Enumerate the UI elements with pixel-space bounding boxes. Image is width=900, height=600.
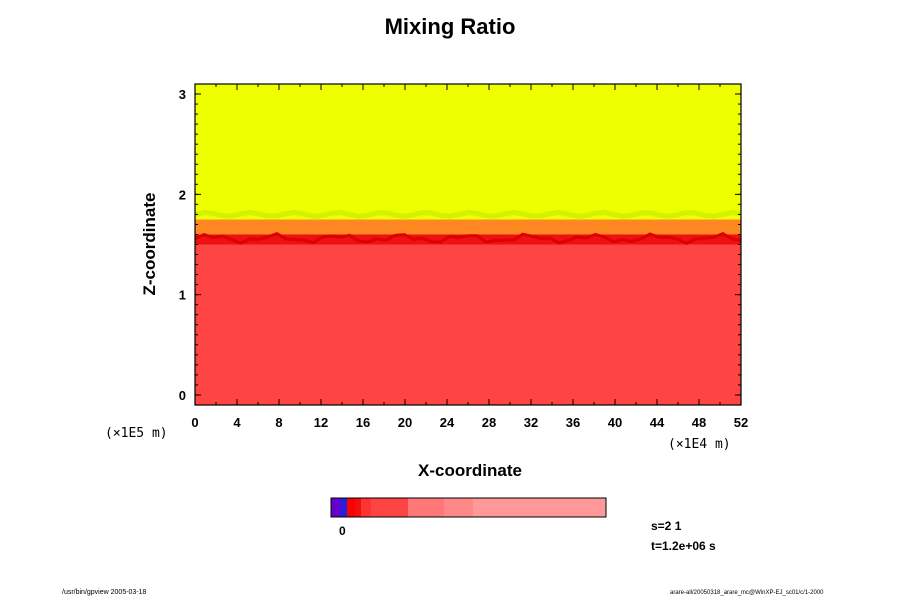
colorbar-swatch [331, 498, 341, 517]
y-tick-label: 3 [179, 87, 186, 102]
colorbar-swatch [444, 498, 473, 517]
green-band [194, 209, 742, 219]
x-tick-label: 24 [440, 415, 455, 430]
colorbar-swatch [341, 498, 347, 517]
y-axis-label: Z-coordinate [140, 192, 159, 296]
chart-title: Mixing Ratio [384, 14, 516, 39]
colorbar-swatch [361, 498, 371, 517]
interface-line [194, 231, 742, 246]
x-tick-label: 40 [608, 415, 622, 430]
colorbar-swatch [408, 498, 444, 517]
x-tick-label: 48 [692, 415, 706, 430]
x-tick-label: 16 [356, 415, 370, 430]
colorbar-swatch [371, 498, 408, 517]
colorbar-swatch [355, 498, 361, 517]
s-annotation: s=2 1 [651, 519, 682, 533]
footer-right: arare-all/20050318_arare_mc@WinXP-EJ_sc0… [670, 590, 824, 596]
layer-upper [195, 84, 741, 220]
x-tick-label: 20 [398, 415, 412, 430]
x-tick-label: 32 [524, 415, 538, 430]
colorbar-zero-label: 0 [339, 524, 346, 538]
x-axis-label: X-coordinate [418, 461, 522, 480]
x-tick-label: 36 [566, 415, 580, 430]
t-annotation: t=1.2e+06 s [651, 539, 716, 553]
x-tick-label: 4 [233, 415, 241, 430]
layer-lower [195, 239, 741, 405]
x-tick-label: 0 [191, 415, 198, 430]
colorbar-swatch [473, 498, 606, 517]
x-tick-label: 28 [482, 415, 496, 430]
colorbar-frame [330, 497, 607, 518]
x-tick-label: 8 [275, 415, 282, 430]
x-scale-label: (×1E4 m) [668, 437, 731, 452]
y-scale-label: (×1E5 m) [105, 426, 168, 441]
y-tick-label: 1 [179, 288, 186, 303]
x-tick-label: 12 [314, 415, 328, 430]
layer-transition [195, 219, 741, 235]
footer-left: /usr/bin/gpview 2005-03-18 [62, 589, 147, 596]
y-tick-label: 0 [179, 388, 186, 403]
x-tick-label: 52 [734, 415, 748, 430]
colorbar-swatch [347, 498, 355, 517]
y-tick-label: 2 [179, 187, 186, 202]
x-tick-label: 44 [650, 415, 665, 430]
